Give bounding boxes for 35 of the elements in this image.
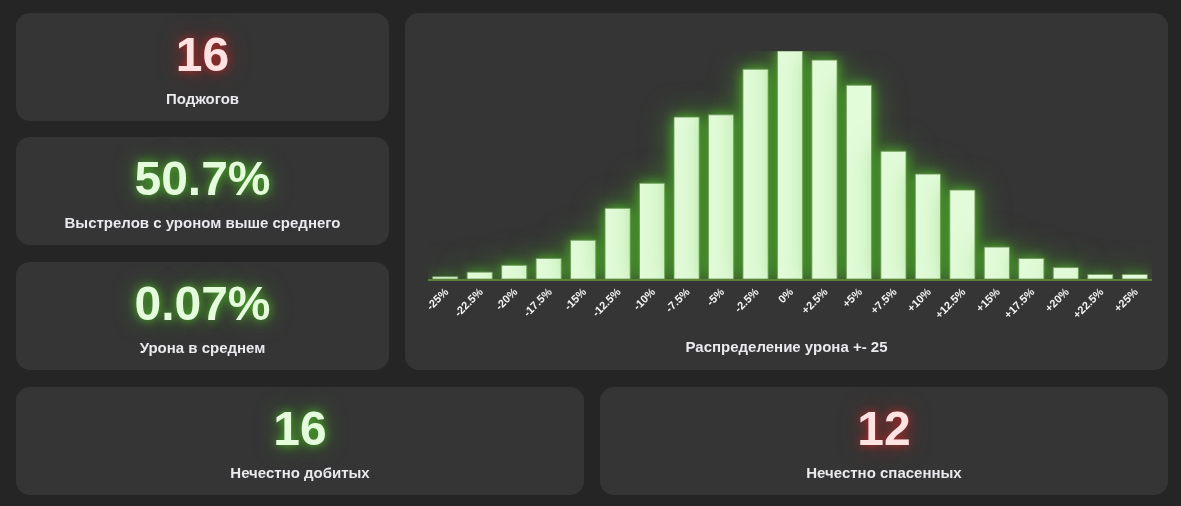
text: Распределение урона +- 25: [685, 338, 888, 356]
bar: [535, 257, 562, 279]
bar: [707, 114, 735, 279]
text: Поджогов: [165, 90, 240, 108]
x-tick-label: +5%: [839, 285, 865, 310]
bar: [914, 173, 941, 279]
bar: [776, 51, 804, 279]
text: 0.07%: [134, 277, 271, 330]
text: Нечестно спасенных: [806, 464, 962, 482]
bar: [811, 59, 838, 279]
bar: [432, 276, 459, 279]
bar: [604, 207, 631, 279]
bar: [742, 68, 769, 279]
text: Нечестно добитых: [230, 464, 370, 482]
text: 16: [175, 28, 230, 81]
bar: [983, 246, 1010, 279]
text: Выстрелов с уроном выше среднего: [64, 214, 341, 232]
text: Урона в среднем: [139, 339, 266, 357]
bar: [501, 264, 528, 279]
bar: [570, 239, 597, 279]
text: 16: [273, 402, 327, 455]
bar: [845, 84, 873, 279]
bar: [949, 189, 976, 279]
bar: [1087, 273, 1114, 279]
bar: [673, 116, 700, 279]
x-tick-label: -5%: [704, 285, 727, 308]
x-tick-label: 0%: [775, 285, 796, 306]
text: 12: [857, 402, 911, 455]
bar: [466, 271, 493, 279]
bar: [1121, 273, 1148, 279]
bar: [1052, 267, 1079, 279]
text: 50.7%: [134, 152, 271, 205]
bar: [639, 182, 666, 279]
bar: [880, 150, 907, 279]
bar: [1018, 257, 1045, 279]
